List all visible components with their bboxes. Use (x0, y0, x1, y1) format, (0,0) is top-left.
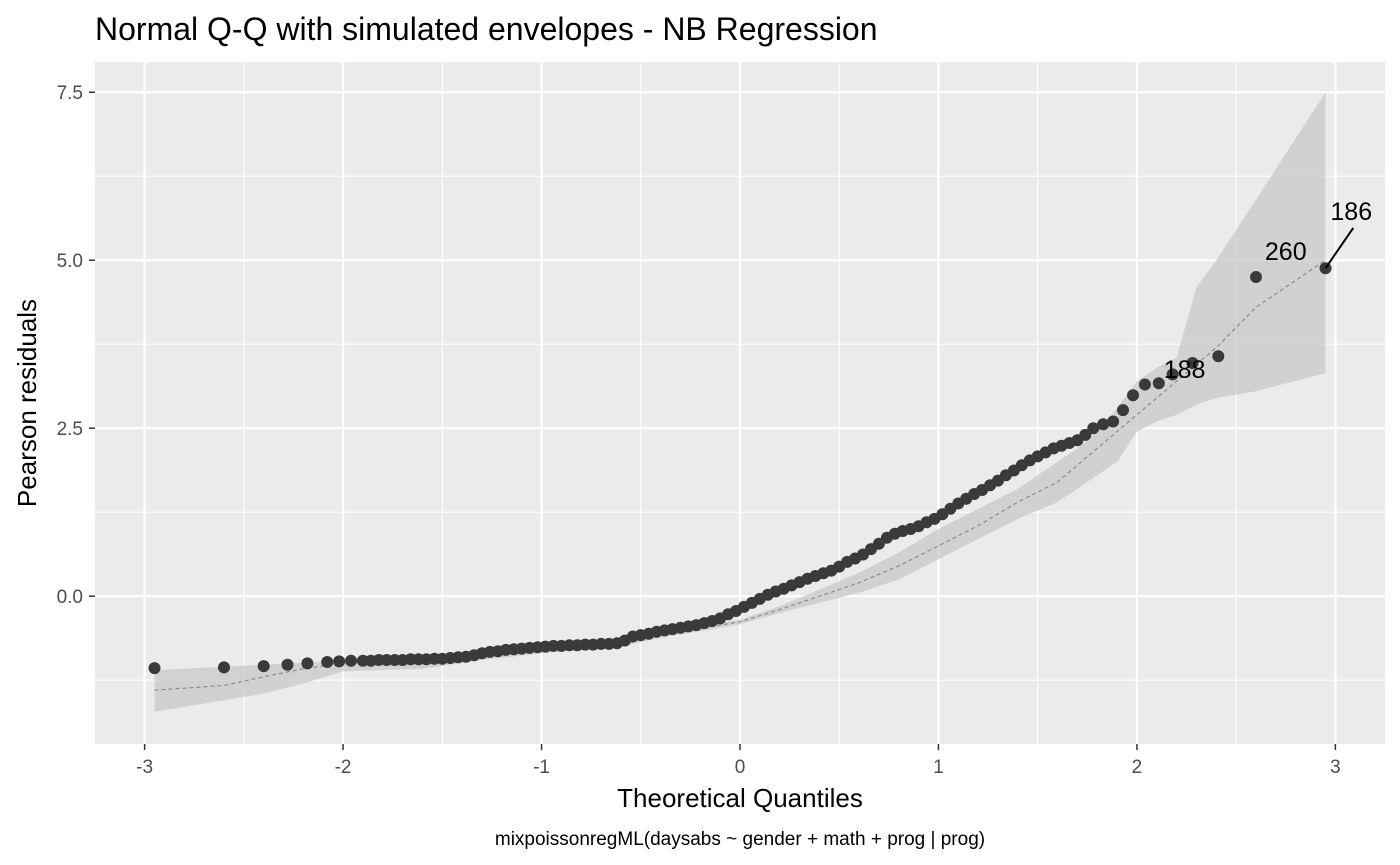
residual-point (148, 662, 161, 675)
y-tick-label: 5.0 (57, 251, 83, 272)
residual-point (345, 654, 357, 667)
y-axis: 0.0 2.5 5.0 7.5 (57, 83, 95, 608)
residual-point (1166, 368, 1179, 381)
residual-point (1152, 377, 1165, 390)
annotation-label: 260 (1265, 238, 1307, 266)
grid-lines (95, 62, 1385, 744)
residual-point (1138, 378, 1151, 391)
x-tick-label: 3 (1330, 757, 1341, 778)
x-tick-label: 0 (735, 757, 746, 778)
residual-point (1087, 422, 1100, 435)
chart-title: Normal Q-Q with simulated envelopes - NB… (95, 11, 878, 47)
residual-point (1186, 357, 1199, 369)
x-tick-label: -3 (136, 757, 153, 778)
x-axis: -3 -2 -1 0 1 2 3 (136, 744, 1341, 778)
y-tick-label: 7.5 (57, 83, 83, 104)
residual-point (333, 655, 346, 668)
residual-point (1079, 428, 1092, 441)
y-tick-label: 0.0 (57, 587, 83, 608)
x-tick-label: -1 (533, 757, 550, 778)
residual-point (1117, 404, 1129, 417)
annotation-label: 186 (1330, 198, 1372, 226)
residual-point (1107, 415, 1120, 428)
residual-point (301, 657, 314, 670)
residual-point (1097, 418, 1110, 431)
x-axis-title: Theoretical Quantiles (617, 783, 863, 813)
x-tick-label: 2 (1132, 757, 1143, 778)
y-tick-label: 2.5 (57, 419, 83, 440)
residual-point (1250, 271, 1262, 283)
point-annotations: 186 260 188 (1164, 198, 1372, 384)
x-tick-label: 1 (933, 757, 944, 778)
residual-point (321, 656, 334, 668)
annotation-leader-line (1324, 227, 1355, 269)
chart-caption: mixpoissonregML(daysabs ~ gender + math … (495, 829, 985, 850)
residual-point (1212, 350, 1225, 363)
residual-points (148, 262, 1332, 675)
y-axis-title: Pearson residuals (12, 299, 42, 507)
x-tick-label: -2 (335, 757, 352, 778)
residual-point (281, 658, 294, 671)
residual-point (257, 660, 270, 673)
residual-point (1127, 389, 1139, 402)
residual-point (218, 661, 230, 674)
annotation-label: 188 (1164, 356, 1206, 384)
